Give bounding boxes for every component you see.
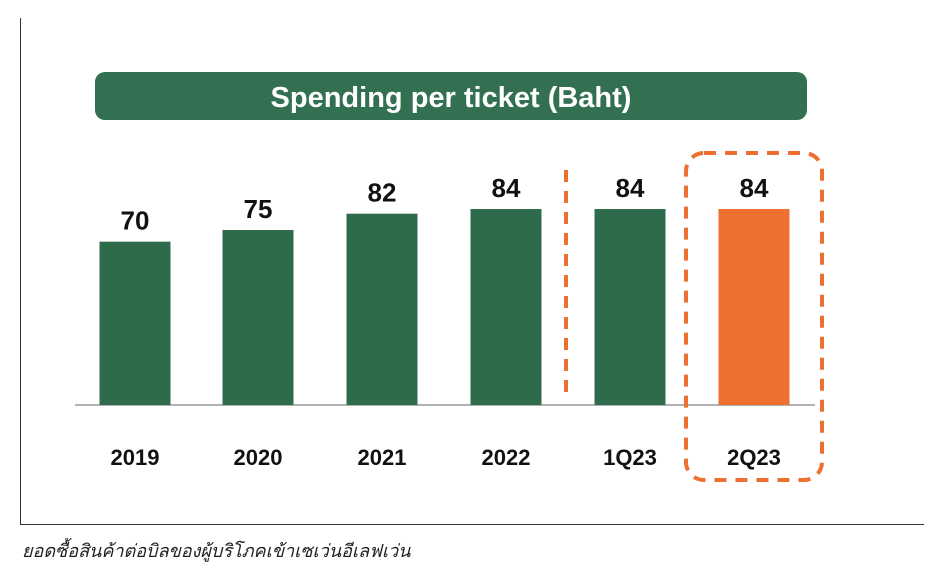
x-tick-label: 2020 xyxy=(234,445,283,470)
bar xyxy=(99,241,171,405)
frame-bottom-border xyxy=(20,524,924,525)
highlight-box xyxy=(684,151,824,482)
data-label: 84 xyxy=(492,173,521,203)
x-tick-label: 2022 xyxy=(482,445,531,470)
data-label: 82 xyxy=(368,178,397,208)
x-tick-label: 2021 xyxy=(358,445,407,470)
caption: ยอดซื้อสินค้าต่อบิลของผู้บริโภคเข้าเซเว่… xyxy=(22,541,411,562)
data-label: 70 xyxy=(121,206,150,236)
x-tick-label: 1Q23 xyxy=(603,445,657,470)
bar xyxy=(222,230,294,405)
bar xyxy=(346,213,418,405)
chart-title: Spending per ticket (Baht) xyxy=(271,82,632,114)
data-label: 84 xyxy=(740,173,769,203)
chart-title-banner xyxy=(95,72,807,120)
x-tick-label: 2Q23 xyxy=(727,445,781,470)
bar xyxy=(594,209,666,405)
data-label: 84 xyxy=(616,173,645,203)
x-tick-label: 2019 xyxy=(111,445,160,470)
bar xyxy=(718,209,790,405)
data-label: 75 xyxy=(244,194,273,224)
frame-left-border xyxy=(20,18,21,524)
bar xyxy=(470,209,542,405)
